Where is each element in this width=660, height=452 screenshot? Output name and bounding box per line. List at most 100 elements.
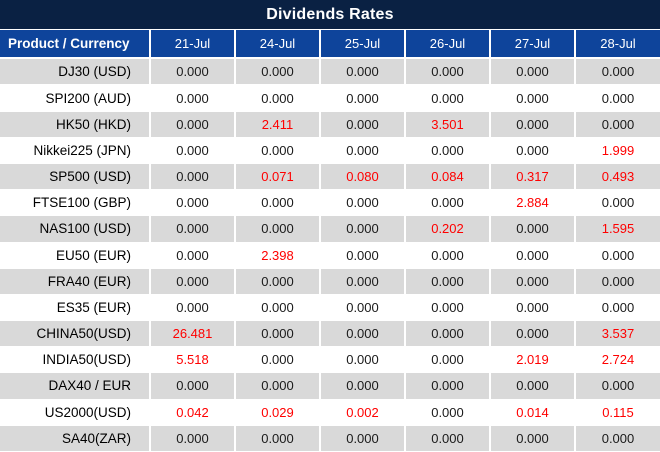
value-cell: 0.000 — [405, 58, 491, 86]
table-row: DAX40 / EUR 0.000 0.000 0.000 0.000 0.000 0.00… — [0, 372, 660, 400]
table-row: SP500 (USD) 0.000 0.071 0.080 0.084 0.317 0.49… — [0, 163, 660, 191]
value-cell: 0.000 — [150, 425, 236, 452]
table-row: FRA40 (EUR) 0.000 0.000 0.000 0.000 0.000 0.00… — [0, 268, 660, 295]
value-cell: 0.000 — [320, 189, 406, 217]
value-cell: 0.000 — [235, 84, 321, 112]
dividends-table: Product / Currency 21-Jul 24-Jul 25-Jul 26-… — [0, 30, 660, 452]
table-row: SA40(ZAR) 0.000 0.000 0.000 0.000 0.000 0.000 — [0, 425, 660, 452]
value-cell: 0.000 — [490, 137, 576, 165]
value-cell: 0.000 — [320, 137, 406, 165]
value-cell: 0.000 — [320, 111, 406, 138]
value-cell: 0.000 — [320, 294, 406, 322]
value-cell: 0.000 — [490, 84, 576, 112]
value-cell: 0.000 — [235, 372, 321, 400]
value-cell: 0.493 — [575, 163, 660, 191]
col-header-26-jul: 26-Jul — [405, 30, 491, 59]
value-cell: 0.000 — [320, 58, 406, 86]
value-cell: 2.411 — [235, 111, 321, 138]
table-row: ES35 (EUR) 0.000 0.000 0.000 0.000 0.000 0.000 — [0, 294, 660, 322]
value-cell: 0.000 — [150, 268, 236, 295]
value-cell: 0.000 — [150, 163, 236, 191]
page-title: Dividends Rates — [266, 5, 394, 23]
value-cell: 0.000 — [490, 268, 576, 295]
value-cell: 0.000 — [405, 399, 491, 426]
value-cell: 0.000 — [150, 215, 236, 243]
value-cell: 0.000 — [235, 137, 321, 165]
value-cell: 0.000 — [405, 346, 491, 374]
value-cell: 0.000 — [320, 346, 406, 374]
value-cell: 0.000 — [575, 268, 660, 295]
value-cell: 0.000 — [320, 215, 406, 243]
value-cell: 0.000 — [235, 268, 321, 295]
value-cell: 0.115 — [575, 399, 660, 426]
value-cell: 0.000 — [235, 189, 321, 217]
value-cell: 0.000 — [575, 294, 660, 322]
table-row: NAS100 (USD) 0.000 0.000 0.000 0.202 0.000 1.5… — [0, 215, 660, 243]
table-row: US2000(USD) 0.042 0.029 0.002 0.000 0.014 0.11… — [0, 399, 660, 426]
value-cell: 2.884 — [490, 189, 576, 217]
product-label: DJ30 (USD) — [0, 58, 151, 86]
value-cell: 0.000 — [150, 189, 236, 217]
value-cell: 0.317 — [490, 163, 576, 191]
value-cell: 0.014 — [490, 399, 576, 426]
value-cell: 0.000 — [320, 268, 406, 295]
col-header-28-jul: 28-Jul — [575, 30, 660, 59]
value-cell: 0.000 — [235, 320, 321, 348]
product-label: NAS100 (USD) — [0, 215, 151, 243]
value-cell: 0.000 — [235, 215, 321, 243]
value-cell: 0.000 — [490, 58, 576, 86]
value-cell: 0.000 — [490, 372, 576, 400]
value-cell: 0.000 — [150, 137, 236, 165]
value-cell: 0.000 — [150, 58, 236, 86]
value-cell: 0.002 — [320, 399, 406, 426]
value-cell: 0.000 — [490, 242, 576, 269]
product-label: FTSE100 (GBP) — [0, 189, 151, 217]
value-cell: 0.000 — [490, 320, 576, 348]
value-cell: 0.029 — [235, 399, 321, 426]
product-label: EU50 (EUR) — [0, 242, 151, 269]
value-cell: 1.595 — [575, 215, 660, 243]
product-label: DAX40 / EUR — [0, 372, 151, 400]
table-header-row: Product / Currency 21-Jul 24-Jul 25-Jul 26-… — [0, 30, 660, 59]
product-label: US2000(USD) — [0, 399, 151, 426]
value-cell: 0.000 — [320, 84, 406, 112]
table-row: INDIA50(USD) 5.518 0.000 0.000 0.000 2.019 2.7… — [0, 346, 660, 374]
value-cell: 0.000 — [575, 111, 660, 138]
value-cell: 26.481 — [150, 320, 236, 348]
value-cell: 0.000 — [490, 425, 576, 452]
value-cell: 0.202 — [405, 215, 491, 243]
table-body: DJ30 (USD) 0.000 0.000 0.000 0.000 0.000 0.000… — [0, 58, 660, 452]
table-row: DJ30 (USD) 0.000 0.000 0.000 0.000 0.000 0.000 — [0, 58, 660, 86]
value-cell: 0.000 — [150, 111, 236, 138]
value-cell: 0.000 — [405, 268, 491, 295]
table-row: FTSE100 (GBP) 0.000 0.000 0.000 0.000 2.884 0.… — [0, 189, 660, 217]
product-label: ES35 (EUR) — [0, 294, 151, 322]
value-cell: 0.000 — [405, 372, 491, 400]
value-cell: 1.999 — [575, 137, 660, 165]
value-cell: 0.042 — [150, 399, 236, 426]
value-cell: 0.000 — [235, 294, 321, 322]
value-cell: 0.000 — [405, 320, 491, 348]
value-cell: 0.000 — [150, 84, 236, 112]
table-row: EU50 (EUR) 0.000 2.398 0.000 0.000 0.000 0.000 — [0, 242, 660, 269]
col-header-21-jul: 21-Jul — [150, 30, 236, 59]
value-cell: 0.000 — [575, 58, 660, 86]
value-cell: 0.000 — [490, 111, 576, 138]
value-cell: 2.019 — [490, 346, 576, 374]
product-label: Nikkei225 (JPN) — [0, 137, 151, 165]
value-cell: 0.000 — [575, 425, 660, 452]
product-label: FRA40 (EUR) — [0, 268, 151, 295]
value-cell: 0.000 — [320, 320, 406, 348]
product-label: CHINA50(USD) — [0, 320, 151, 348]
table-row: CHINA50(USD) 26.481 0.000 0.000 0.000 0.000 3.… — [0, 320, 660, 348]
value-cell: 0.000 — [405, 294, 491, 322]
product-label: HK50 (HKD) — [0, 111, 151, 138]
value-cell: 0.000 — [405, 84, 491, 112]
value-cell: 0.000 — [405, 425, 491, 452]
value-cell: 0.000 — [405, 242, 491, 269]
col-header-24-jul: 24-Jul — [235, 30, 321, 59]
table-row: Nikkei225 (JPN) 0.000 0.000 0.000 0.000 0.000… — [0, 137, 660, 165]
value-cell: 0.071 — [235, 163, 321, 191]
product-label: SP500 (USD) — [0, 163, 151, 191]
